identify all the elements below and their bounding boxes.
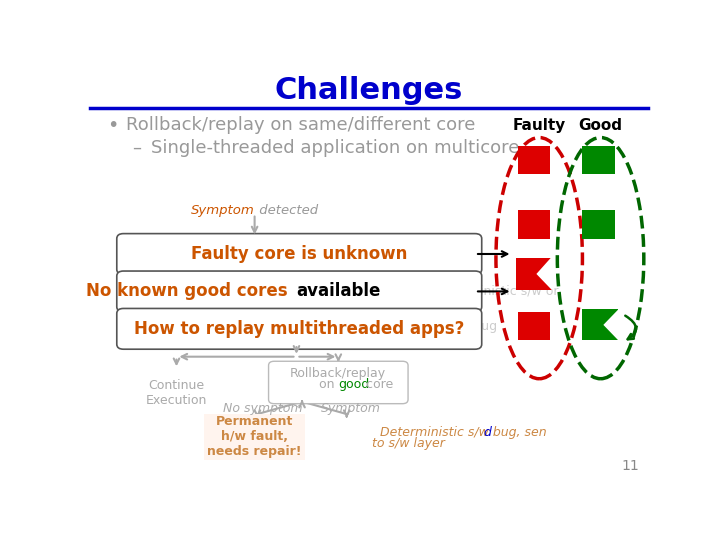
- Text: core: core: [361, 377, 393, 390]
- Text: •: •: [107, 116, 118, 134]
- FancyBboxPatch shape: [117, 271, 482, 312]
- FancyBboxPatch shape: [518, 312, 550, 341]
- Text: Faulty: Faulty: [513, 118, 566, 133]
- Text: Symptom: Symptom: [321, 402, 381, 415]
- Text: Single-threaded application on multicore: Single-threaded application on multicore: [151, 139, 520, 157]
- Text: on: on: [319, 377, 338, 390]
- FancyBboxPatch shape: [518, 146, 550, 174]
- Text: Permanent
h/w fault,
needs repair!: Permanent h/w fault, needs repair!: [207, 415, 302, 458]
- Polygon shape: [536, 256, 552, 290]
- Text: available: available: [297, 282, 381, 300]
- Polygon shape: [603, 309, 618, 341]
- Text: Continue
Execution: Continue Execution: [146, 379, 207, 407]
- Text: Deterministic s/w bug, sen: Deterministic s/w bug, sen: [380, 426, 546, 439]
- Text: No known good cores: No known good cores: [86, 282, 294, 300]
- FancyBboxPatch shape: [582, 309, 618, 341]
- Text: Faulty core is unknown: Faulty core is unknown: [191, 245, 408, 263]
- Text: Good: Good: [579, 118, 623, 133]
- Text: detected: detected: [255, 204, 318, 217]
- Text: Deterministic s/w or: Deterministic s/w or: [433, 285, 559, 298]
- FancyBboxPatch shape: [117, 308, 482, 349]
- Text: Symptom: Symptom: [191, 204, 255, 217]
- Text: h/w bug: h/w bug: [447, 320, 498, 333]
- Text: good: good: [338, 377, 369, 390]
- Text: Challenges: Challenges: [275, 76, 463, 105]
- Text: to s/w layer: to s/w layer: [372, 437, 444, 450]
- Text: Permanent s/w or: Permanent s/w or: [132, 322, 241, 335]
- FancyBboxPatch shape: [518, 211, 550, 239]
- Text: Rollback/replay on same/different core: Rollback/replay on same/different core: [126, 116, 476, 134]
- FancyBboxPatch shape: [582, 146, 615, 174]
- FancyBboxPatch shape: [582, 211, 615, 239]
- Text: d: d: [483, 426, 491, 439]
- Text: No symptom: No symptom: [223, 402, 302, 415]
- FancyArrowPatch shape: [625, 316, 636, 339]
- FancyBboxPatch shape: [516, 258, 552, 290]
- Text: How to replay multithreaded apps?: How to replay multithreaded apps?: [134, 320, 464, 338]
- FancyBboxPatch shape: [117, 234, 482, 274]
- FancyBboxPatch shape: [204, 414, 305, 460]
- Text: 11: 11: [622, 459, 639, 473]
- Text: –: –: [132, 139, 141, 157]
- Text: Rollback/replay: Rollback/replay: [290, 367, 387, 380]
- FancyBboxPatch shape: [269, 361, 408, 404]
